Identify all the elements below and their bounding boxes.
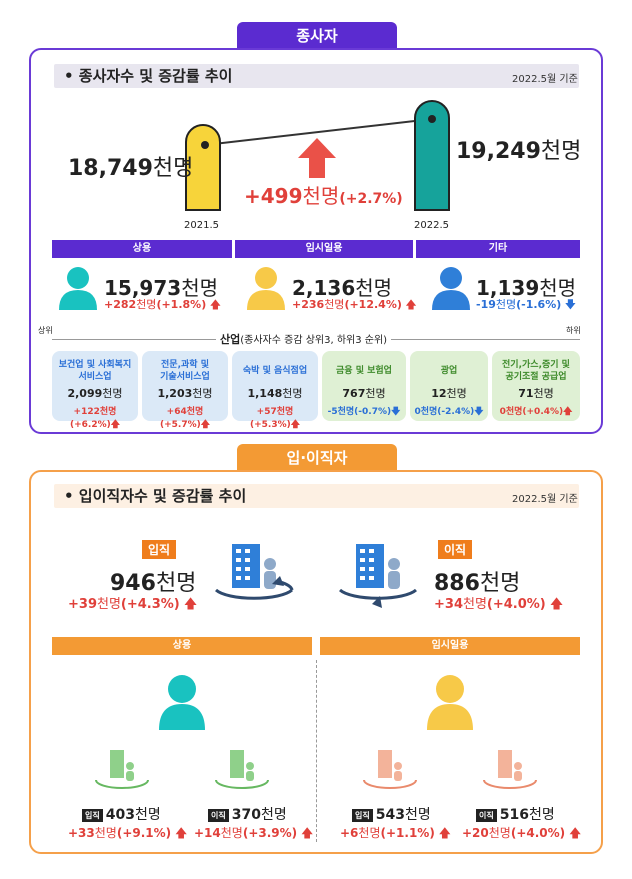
industry-box-3: 숙박 및 음식점업 1,148천명 +57천명(+5.3%)🡅 [232, 351, 318, 430]
temp-hire-change: +6천명(+1.1%) 🡅 [340, 826, 451, 840]
hire-tag: 입직 [142, 540, 177, 559]
person-icon-temp-bottom [427, 675, 473, 730]
group-bar-other: 기타 [416, 240, 580, 258]
person-icon-other [432, 267, 470, 310]
hire-value: 946천명 [110, 571, 197, 596]
regular-hire-icon [95, 750, 149, 789]
industry-box-4: 금융 및 보험업 767천명 -5천명(-0.7%)🡇 [322, 351, 406, 421]
temp-sep-icon [483, 750, 537, 789]
temp-bar: 임시일용 [320, 637, 580, 655]
down-arrow-icon: 🡇 [564, 298, 577, 311]
up-arrow-icon: 🡅 [563, 407, 573, 417]
sep-tag: 이직 [438, 540, 473, 559]
up-arrow-icon: 🡅 [175, 826, 188, 840]
group-other-value: 1,139천명 [476, 276, 577, 300]
regular-hire-change: +33천명(+9.1%) 🡅 [68, 826, 188, 840]
regular-bar: 상용 [52, 637, 312, 655]
bottom-section-title: • 입이직자수 및 증감률 추이 [64, 487, 247, 505]
cylinder-2021 [185, 124, 221, 211]
rank-low-label: 하위 [566, 326, 581, 335]
up-arrow-icon: 🡅 [569, 826, 582, 840]
person-icon-temp [247, 267, 285, 310]
group-temp-value: 2,136천명 [292, 276, 393, 300]
temp-sep-change: +20천명(+4.0%) 🡅 [462, 826, 582, 840]
up-arrow-icon: 🡅 [110, 420, 120, 430]
top-section-title: • 종사자수 및 증감률 추이 [64, 67, 233, 85]
hire-building-icon [214, 544, 294, 600]
cylinder-2022 [414, 100, 450, 211]
top-section-header: • 종사자수 및 증감률 추이 [54, 64, 579, 88]
bottom-section-header: • 입이직자수 및 증감률 추이 [54, 484, 579, 508]
down-arrow-icon: 🡇 [391, 407, 401, 417]
center-divider [316, 660, 317, 842]
up-arrow-icon: 🡅 [183, 597, 198, 612]
bottom-panel [29, 470, 603, 854]
up-arrow-icon: 🡅 [438, 826, 451, 840]
group-temp-change: +236천명(+12.4%) 🡅 [292, 298, 417, 311]
top-panel [29, 48, 603, 434]
group-other-change: -19천명(-1.6%) 🡇 [476, 298, 577, 311]
group-bar-regular: 상용 [52, 240, 232, 258]
down-arrow-icon: 🡇 [474, 407, 484, 417]
industry-box-2: 전문,과학 및 기술서비스업 1,203천명 +64천명(+5.7%)🡅 [142, 351, 228, 430]
regular-sep-value: 이직 370천명 [208, 804, 287, 824]
rank-high-label: 상위 [38, 326, 53, 335]
industry-title: 산업(종사자수 증감 상위3, 하위3 순위) [216, 331, 392, 347]
trend-line [204, 118, 433, 146]
regular-sep-change: +14천명(+3.9%) 🡅 [194, 826, 314, 840]
industry-box-6: 전기,가스,증기 및 공기조절 공급업 71천명 0천명(+0.4%)🡅 [492, 351, 580, 421]
group-bar-temp: 임시일용 [235, 240, 413, 258]
up-arrow-icon: 🡅 [405, 298, 417, 311]
up-arrow-icon: 🡅 [290, 420, 300, 430]
temp-sep-value: 이직 516천명 [476, 804, 555, 824]
sep-building-icon [338, 544, 418, 608]
bottom-date: 2022.5월 기준 [512, 494, 578, 505]
up-arrow-icon [298, 138, 336, 178]
industry-box-1: 보건업 및 사회복지 서비스업 2,099천명 +122천명(+6.2%)🡅 [52, 351, 138, 430]
up-arrow-icon: 🡅 [200, 420, 210, 430]
top-date: 2022.5월 기준 [512, 74, 578, 85]
top-tab: 종사자 [237, 22, 397, 50]
left-total: 18,749천명 [68, 156, 194, 181]
temp-hire-value: 입직 543천명 [352, 804, 431, 824]
regular-hire-value: 입직 403천명 [82, 804, 161, 824]
hire-change: +39천명(+4.3%) 🡅 [68, 597, 198, 612]
person-icon-regular-bottom [159, 675, 205, 730]
person-icon-regular [59, 267, 97, 310]
right-total: 19,249천명 [456, 139, 582, 164]
industry-box-5: 광업 12천명 0천명(-2.4%)🡇 [410, 351, 488, 421]
temp-hire-icon [363, 750, 417, 789]
group-regular-value: 15,973천명 [104, 276, 218, 300]
up-arrow-icon: 🡅 [301, 826, 314, 840]
left-year-label: 2021.5 [184, 220, 219, 231]
total-change: +499천명(+2.7%) [244, 184, 403, 208]
up-arrow-icon: 🡅 [549, 597, 564, 612]
group-regular-change: +282천명(+1.8%) 🡅 [104, 298, 222, 311]
bottom-tab-title: 입·이직자 [286, 449, 348, 467]
regular-sep-icon [215, 750, 269, 789]
sep-value: 886천명 [434, 571, 521, 596]
right-year-label: 2022.5 [414, 220, 449, 231]
sep-change: +34천명(+4.0%) 🡅 [434, 597, 564, 612]
top-tab-title: 종사자 [296, 27, 338, 45]
cylinder-chart [185, 100, 450, 211]
up-arrow-icon: 🡅 [209, 298, 222, 311]
bottom-tab: 입·이직자 [237, 444, 397, 472]
